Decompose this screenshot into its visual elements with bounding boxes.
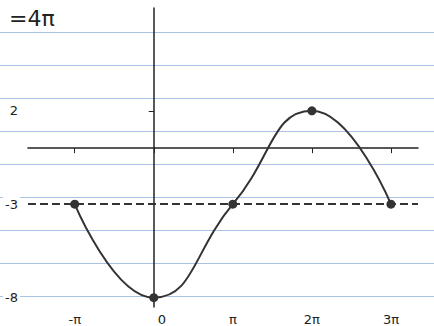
- svg-text:2: 2: [10, 103, 18, 118]
- svg-text:-8: -8: [5, 290, 18, 305]
- svg-text:π: π: [229, 312, 237, 326]
- svg-text:-3: -3: [5, 197, 18, 212]
- svg-text:3π: 3π: [383, 312, 399, 326]
- svg-text:0: 0: [158, 312, 166, 326]
- svg-text:=4π: =4π: [9, 6, 55, 31]
- svg-text:2π: 2π: [304, 312, 320, 326]
- svg-text:-π: -π: [68, 312, 81, 326]
